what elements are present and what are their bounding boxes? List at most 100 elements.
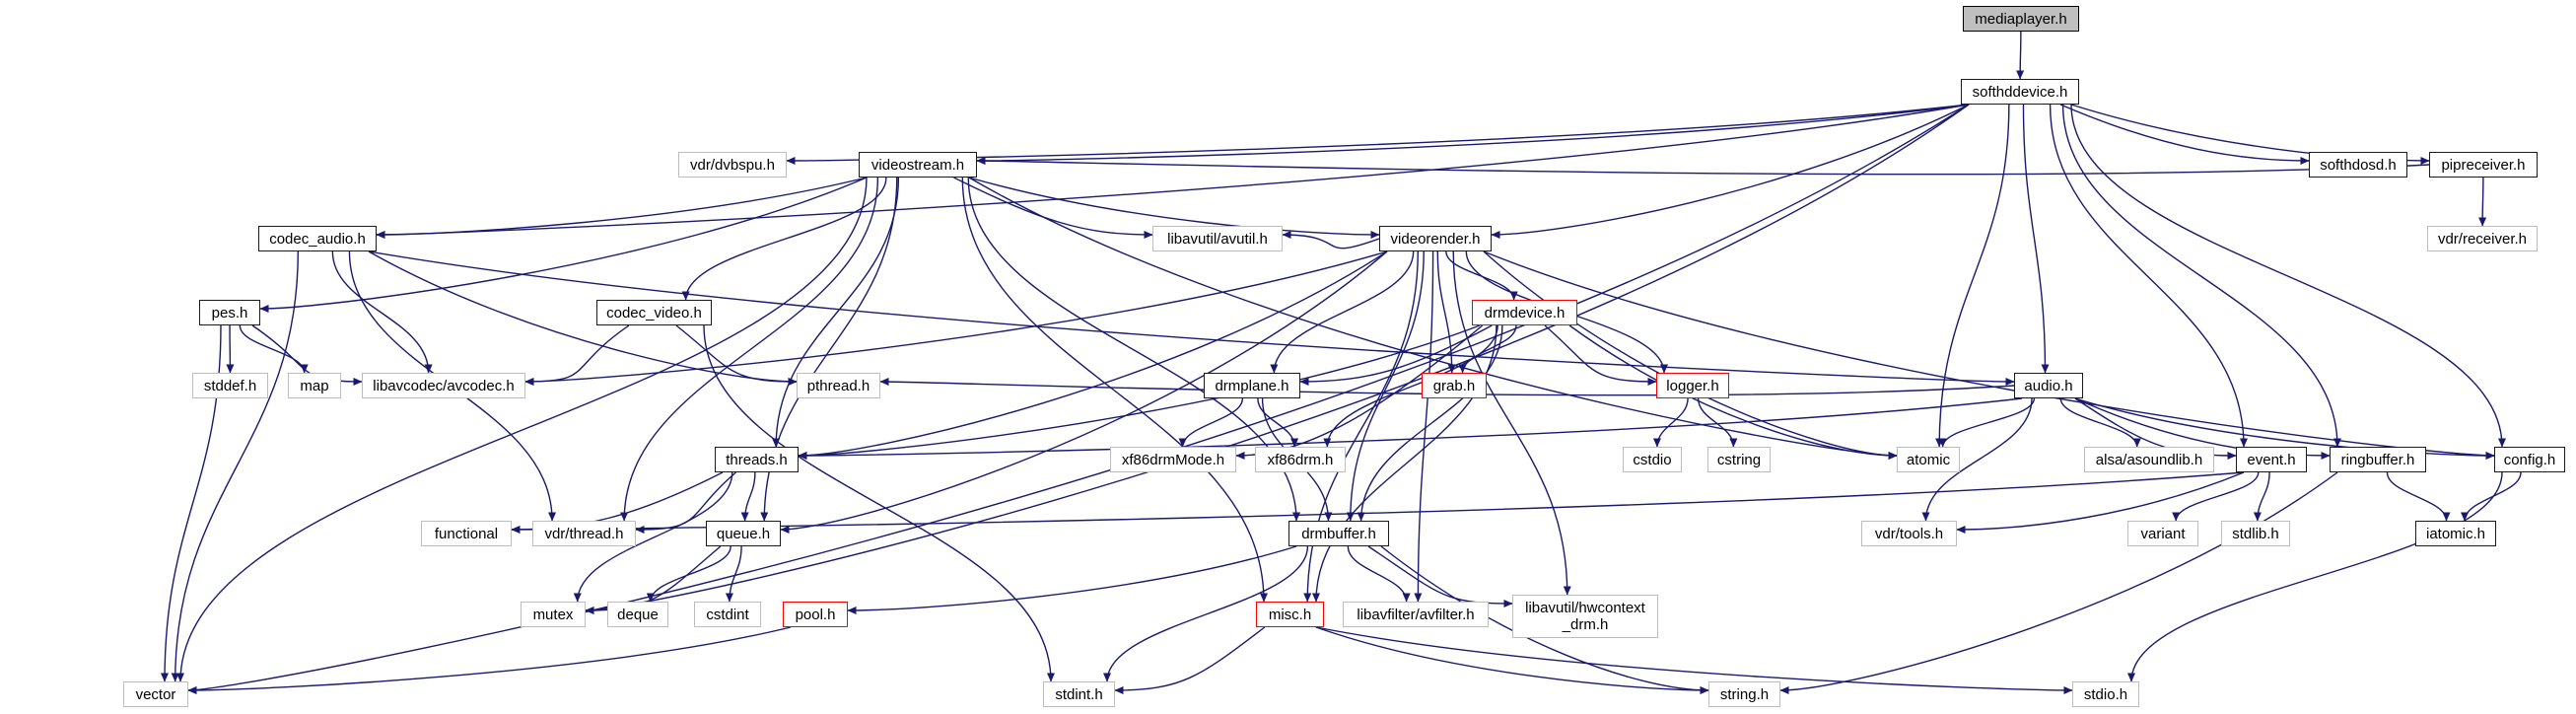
edge-softhddevice-codec_audio xyxy=(376,104,1970,239)
node-variant: variant xyxy=(2127,521,2198,546)
node-grab[interactable]: grab.h xyxy=(1422,373,1487,398)
edge-threads-mutex xyxy=(573,471,733,603)
edge-videorender-avcodec xyxy=(524,250,1388,386)
edge-misc-stdio xyxy=(1315,626,2073,694)
node-ringbuffer[interactable]: ringbuffer.h xyxy=(2330,447,2426,472)
edge-softhddevice-atomic xyxy=(1935,104,2010,448)
node-stdlib: stdlib.h xyxy=(2221,521,2290,546)
node-label: deque xyxy=(617,606,659,623)
edge-softhddevice-videostream xyxy=(976,104,1970,165)
node-label: codec_video.h xyxy=(606,304,702,321)
node-threads[interactable]: threads.h xyxy=(715,447,799,472)
edge-ringbuffer-string xyxy=(1779,471,2338,694)
edge-softhddevice-event xyxy=(2049,104,2248,448)
node-string: string.h xyxy=(1708,681,1780,707)
edge-videorender-drmplane xyxy=(1270,250,1415,374)
node-pool[interactable]: pool.h xyxy=(783,602,848,627)
edge-softhddevice-audio xyxy=(2022,104,2050,374)
edge-drmdevice-threads xyxy=(798,324,1481,460)
node-cstdint: cstdint xyxy=(694,602,761,627)
node-label: vdr/tools.h xyxy=(1874,525,1944,542)
edge-codec_video-stdint xyxy=(703,324,1055,682)
node-videorender[interactable]: videorender.h xyxy=(1379,226,1492,251)
node-videostream[interactable]: videostream.h xyxy=(859,152,977,178)
edge-config-stdio xyxy=(2127,471,2503,682)
edge-misc-stdint xyxy=(1114,626,1266,694)
node-label: audio.h xyxy=(2024,377,2073,394)
node-label: cstring xyxy=(1716,451,1762,468)
edge-drmplane-xf86drmMode xyxy=(1178,397,1244,448)
edge-videostream-atomic xyxy=(968,177,1898,460)
node-label: map xyxy=(300,377,329,394)
node-drmbuffer[interactable]: drmbuffer.h xyxy=(1288,521,1389,546)
edge-codec_audio-vector xyxy=(171,250,300,682)
edge-videostream-avutil xyxy=(953,177,1153,239)
node-label: libavutil/hwcontext _drm.h xyxy=(1525,600,1645,633)
edge-videorender-config xyxy=(1483,250,2495,460)
edge-softhddevice-ringbuffer xyxy=(2061,104,2341,448)
node-softhddevice[interactable]: softhddevice.h xyxy=(1961,79,2079,105)
edge-videostream-videorender xyxy=(968,177,1380,239)
edge-pool-vector xyxy=(187,626,792,694)
node-softhdosd[interactable]: softhdosd.h xyxy=(2309,152,2407,178)
node-label: queue.h xyxy=(716,525,771,542)
node-iatomic[interactable]: iatomic.h xyxy=(2415,521,2496,546)
node-audio[interactable]: audio.h xyxy=(2014,373,2083,398)
node-misc[interactable]: misc.h xyxy=(1256,602,1324,627)
node-drmdevice[interactable]: drmdevice.h xyxy=(1472,300,1577,325)
edge-codec_audio-pthread xyxy=(368,250,798,386)
node-queue[interactable]: queue.h xyxy=(706,521,781,546)
node-drmplane[interactable]: drmplane.h xyxy=(1204,373,1300,398)
edge-event-stdlib xyxy=(2253,471,2270,522)
node-label: vdr/receiver.h xyxy=(2437,230,2528,248)
node-xf86drm: xf86drm.h xyxy=(1255,447,1346,472)
node-pes[interactable]: pes.h xyxy=(199,300,260,325)
node-avutil: libavutil/avutil.h xyxy=(1152,226,1283,251)
edge-drmbuffer-hwcontext xyxy=(1367,545,1513,607)
node-label: pipreceiver.h xyxy=(2441,156,2526,174)
edge-mediaplayer-softhddevice xyxy=(2016,31,2025,80)
edge-drmbuffer-string xyxy=(1380,545,1709,694)
edge-videorender-grab xyxy=(1436,250,1456,374)
node-functional: functional xyxy=(421,521,512,546)
edge-videostream-codec_video xyxy=(681,177,887,301)
node-label: stdint.h xyxy=(1055,685,1103,703)
node-label: pthread.h xyxy=(806,377,870,394)
edge-softhddevice-softhdosd xyxy=(2059,104,2310,165)
node-label: softhdosd.h xyxy=(2320,156,2397,174)
edge-drmdevice-drmbuffer xyxy=(1357,324,1503,522)
edge-threads-queue xyxy=(740,471,756,522)
node-pthread: pthread.h xyxy=(797,373,880,398)
node-label: variant xyxy=(2140,525,2186,542)
node-label: vector xyxy=(135,685,176,703)
node-event[interactable]: event.h xyxy=(2236,447,2307,472)
node-codec_video[interactable]: codec_video.h xyxy=(596,300,712,325)
node-codec_audio[interactable]: codec_audio.h xyxy=(258,226,377,251)
node-config[interactable]: config.h xyxy=(2494,447,2565,472)
node-label: drmdevice.h xyxy=(1484,304,1566,321)
edge-drmdevice-atomic xyxy=(1568,324,1898,460)
edge-drmdevice-misc xyxy=(1312,324,1497,603)
node-label: pes.h xyxy=(211,304,248,321)
edge-drmbuffer-avfilter xyxy=(1347,545,1411,603)
node-label: stdlib.h xyxy=(2232,525,2279,542)
edge-codec_audio-audio xyxy=(368,250,2015,386)
edge-softhddevice-mutex xyxy=(585,104,1970,614)
edge-drmbuffer-pool xyxy=(847,545,1297,614)
node-stdint: stdint.h xyxy=(1043,681,1115,707)
node-pipreceiver[interactable]: pipreceiver.h xyxy=(2429,152,2538,178)
edge-codec_video-avcodec xyxy=(524,324,630,386)
node-label: libavutil/avutil.h xyxy=(1167,230,1268,248)
edge-videorender-drmbuffer xyxy=(1346,250,1425,522)
edge-drmdevice-grab xyxy=(1458,324,1517,374)
edge-videorender-avfilter xyxy=(1414,250,1434,603)
edge-softhddevice-dvbspu xyxy=(786,104,1970,165)
edge-videorender-threads xyxy=(798,250,1388,460)
node-label: xf86drm.h xyxy=(1267,451,1334,468)
node-label: vdr/thread.h xyxy=(544,525,624,542)
node-logger[interactable]: logger.h xyxy=(1656,373,1729,398)
edge-misc-string xyxy=(1315,626,1709,694)
edge-audio-config xyxy=(2074,397,2495,460)
edge-queue-deque xyxy=(646,545,731,603)
node-label: config.h xyxy=(2503,451,2556,468)
